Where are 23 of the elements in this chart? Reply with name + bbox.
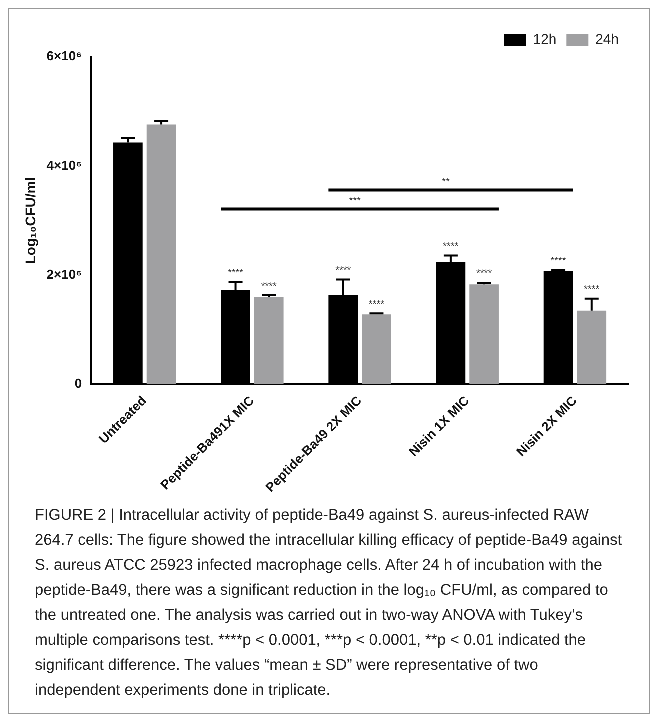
y-tick-label: 0 bbox=[74, 376, 82, 392]
annotation: ** bbox=[442, 177, 450, 188]
y-tick-label: 6×10⁶ bbox=[46, 48, 82, 64]
annotation: *** bbox=[349, 196, 361, 208]
bar bbox=[146, 124, 176, 385]
legend-label: 24h bbox=[596, 30, 619, 47]
bar bbox=[362, 314, 392, 385]
data-label: **** bbox=[476, 268, 492, 280]
y-tick-label: 2×10⁶ bbox=[46, 266, 82, 282]
legend-label: 12h bbox=[533, 30, 557, 47]
bar bbox=[577, 310, 607, 385]
data-label: **** bbox=[261, 281, 278, 292]
bar bbox=[254, 297, 284, 385]
data-label: **** bbox=[550, 256, 566, 268]
y-tick-label: 4×10⁶ bbox=[46, 158, 82, 173]
data-label: **** bbox=[584, 284, 600, 296]
y-axis-title: Log₁₀CFU/ml bbox=[22, 177, 38, 264]
data-label: **** bbox=[336, 265, 352, 276]
caption: FIGURE 2 | Intracellular activity of peptide-Ba49 against S. aureus-infected RAW 264.7 cells: The figure showed the intracellular killing efficacy of peptide-Ba49 against S. aureus ATCC 25923 infected macrophage cells. After 24 h of incubation with the peptide-Ba49, there was a significant reduction in the log₁₀ CFU/ml, as compared to the untreated one. The analysis was carried out in two-way ANOVA with Tukey’s multiple comparisons test. ****p < 0.0001, ***p < 0.0001, **p < 0.01 indicated the significant difference. The values “mean ± SD” were representative of two independent experiments done in triplicate. bbox=[34, 506, 624, 701]
data-label: **** bbox=[443, 241, 459, 252]
bar bbox=[470, 284, 499, 385]
data-label: **** bbox=[368, 299, 385, 310]
data-label: **** bbox=[228, 268, 244, 280]
